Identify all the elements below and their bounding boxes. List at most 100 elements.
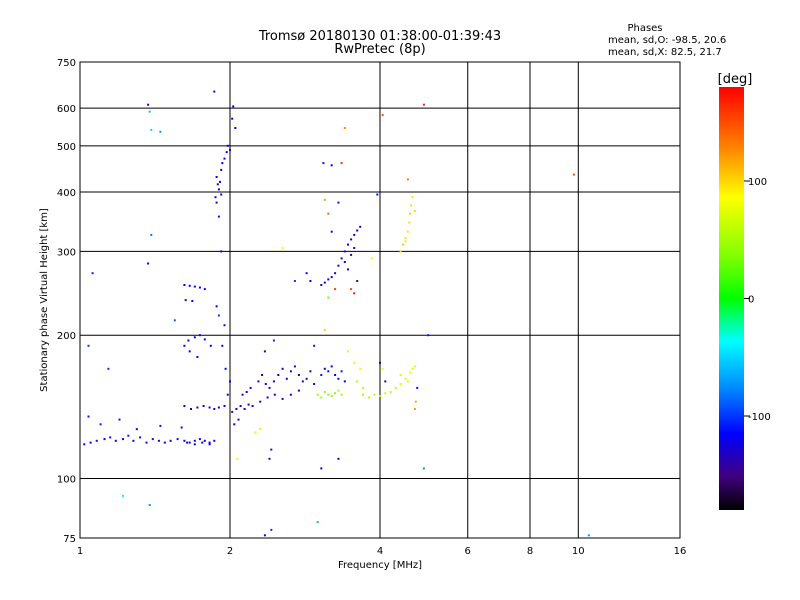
data-point xyxy=(320,284,323,286)
data-point xyxy=(220,250,223,253)
data-point xyxy=(254,431,257,434)
data-point xyxy=(343,127,346,129)
data-point xyxy=(337,201,340,204)
data-point xyxy=(356,229,359,232)
data-point xyxy=(234,127,237,129)
colorbar-tick-label: 0 xyxy=(748,295,754,306)
data-point xyxy=(293,365,296,368)
data-point xyxy=(190,408,192,410)
y-tick-label: 500 xyxy=(57,142,76,153)
data-point xyxy=(239,405,242,407)
data-point xyxy=(83,443,86,446)
data-point xyxy=(305,272,308,275)
data-point xyxy=(406,178,409,181)
data-point xyxy=(147,262,150,265)
phases-o-stats: mean, sd,O: -98.5, 20.6 xyxy=(608,35,726,46)
y-axis-label: Stationary phase Virtual Height [km] xyxy=(39,208,50,392)
data-point xyxy=(381,367,384,370)
data-point xyxy=(235,408,238,410)
data-point xyxy=(201,441,204,444)
y-tick-label: 600 xyxy=(57,104,76,115)
data-point xyxy=(408,221,411,224)
data-point xyxy=(350,253,353,256)
colorbar-tick-label: 100 xyxy=(748,177,767,188)
data-point xyxy=(409,212,412,215)
data-point xyxy=(103,438,106,441)
data-point xyxy=(404,377,407,380)
y-tick-label: 750 xyxy=(57,58,76,69)
data-point xyxy=(249,386,252,389)
data-point xyxy=(226,144,229,147)
data-point xyxy=(99,423,102,426)
data-point xyxy=(122,494,124,497)
data-point xyxy=(297,374,300,376)
colorbar-label: [deg] xyxy=(718,72,753,87)
data-point xyxy=(353,233,356,236)
data-point xyxy=(323,391,326,393)
data-point xyxy=(145,441,148,444)
data-point xyxy=(281,247,284,249)
data-point xyxy=(266,396,269,399)
y-tick-label: 200 xyxy=(57,331,76,342)
data-point xyxy=(334,288,337,291)
colorbar-tick-label: -100 xyxy=(748,412,771,423)
data-point xyxy=(270,448,273,451)
data-point xyxy=(379,361,381,364)
data-point xyxy=(236,457,239,460)
data-point xyxy=(193,439,196,442)
data-point xyxy=(216,183,219,186)
data-point xyxy=(381,114,384,117)
data-point xyxy=(316,393,319,396)
data-point xyxy=(198,286,201,289)
data-point xyxy=(330,164,333,167)
data-point xyxy=(180,426,183,429)
data-point xyxy=(281,397,284,400)
data-point xyxy=(203,338,206,341)
data-point xyxy=(209,344,212,347)
data-point xyxy=(221,344,224,347)
data-point xyxy=(208,443,211,446)
data-point xyxy=(196,406,199,409)
data-point xyxy=(203,288,206,291)
data-point xyxy=(347,350,349,353)
data-point xyxy=(226,393,229,396)
data-point xyxy=(343,380,346,383)
data-point xyxy=(263,350,266,353)
data-point xyxy=(223,157,226,160)
data-point xyxy=(183,344,186,347)
data-point xyxy=(347,243,349,246)
data-point xyxy=(323,367,326,370)
data-point xyxy=(337,377,340,380)
plot-frame xyxy=(79,61,681,539)
data-point xyxy=(261,374,264,376)
x-tick-label: 2 xyxy=(227,546,233,557)
grid-lines xyxy=(80,62,680,538)
data-point xyxy=(281,367,284,370)
data-point xyxy=(208,406,211,409)
data-point xyxy=(399,374,402,376)
data-point xyxy=(229,380,231,383)
data-point xyxy=(203,439,206,442)
data-point xyxy=(406,380,409,383)
data-point xyxy=(122,438,124,441)
data-point xyxy=(353,361,356,364)
data-point xyxy=(334,374,337,376)
data-point xyxy=(224,367,227,370)
data-point xyxy=(196,356,199,358)
data-point xyxy=(220,168,223,171)
data-point xyxy=(422,467,425,470)
data-point xyxy=(191,300,194,302)
data-point xyxy=(427,334,430,337)
data-point xyxy=(127,434,130,437)
data-point xyxy=(257,380,260,383)
data-point xyxy=(87,344,90,347)
colorbar: [deg] 100 0 -100 xyxy=(718,72,771,510)
data-point xyxy=(213,439,216,442)
data-point xyxy=(163,441,166,444)
x-tick-label: 8 xyxy=(527,546,533,557)
data-point xyxy=(135,428,138,431)
data-point xyxy=(184,299,187,302)
data-point xyxy=(350,238,353,241)
data-point xyxy=(334,272,337,275)
